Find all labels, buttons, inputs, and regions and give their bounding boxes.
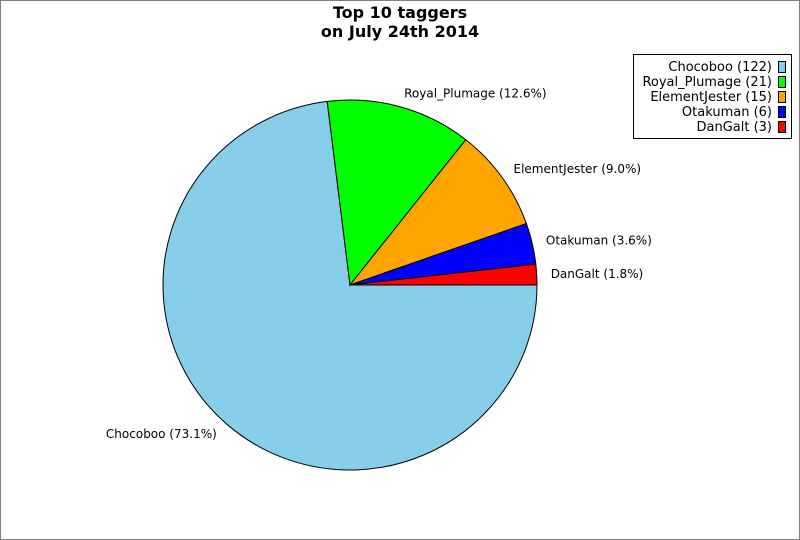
pie-slice-elementjester xyxy=(348,139,528,287)
chart-title-line-1: Top 10 taggers xyxy=(333,3,467,22)
legend-swatch-elementjester xyxy=(778,91,786,103)
pie-slice-royal-plumage xyxy=(326,99,467,287)
chart-title-line-2: on July 24th 2014 xyxy=(321,22,479,41)
legend: Chocoboo (122)Royal_Plumage (21)ElementJ… xyxy=(633,54,792,139)
slice-label-otakuman: Otakuman (3.6%) xyxy=(546,234,652,248)
legend-label-elementjester: ElementJester (15) xyxy=(650,90,772,105)
slice-label-chocoboo: Chocoboo (73.1%) xyxy=(106,427,217,441)
legend-swatch-chocoboo xyxy=(778,61,786,73)
legend-label-dangalt: DanGalt (3) xyxy=(696,120,772,135)
pie-slice-dangalt xyxy=(349,263,538,286)
slice-label-dangalt: DanGalt (1.8%) xyxy=(551,267,644,281)
slice-labels: Chocoboo (73.1%) Royal_Plumage (12.6%) Ele… xyxy=(106,86,652,441)
legend-label-royal-plumage: Royal_Plumage (21) xyxy=(642,75,772,90)
legend-label-chocoboo: Chocoboo (122) xyxy=(668,60,772,75)
legend-swatch-otakuman xyxy=(778,106,786,118)
legend-swatch-royal-plumage xyxy=(778,76,786,88)
slice-label-elementjester: ElementJester (9.0%) xyxy=(514,162,642,176)
slice-label-royal-plumage: Royal_Plumage (12.6%) xyxy=(404,86,546,100)
legend-box xyxy=(633,54,792,139)
pie-slices xyxy=(162,99,538,471)
legend-label-otakuman: Otakuman (6) xyxy=(682,105,772,120)
legend-swatch-dangalt xyxy=(778,121,786,133)
